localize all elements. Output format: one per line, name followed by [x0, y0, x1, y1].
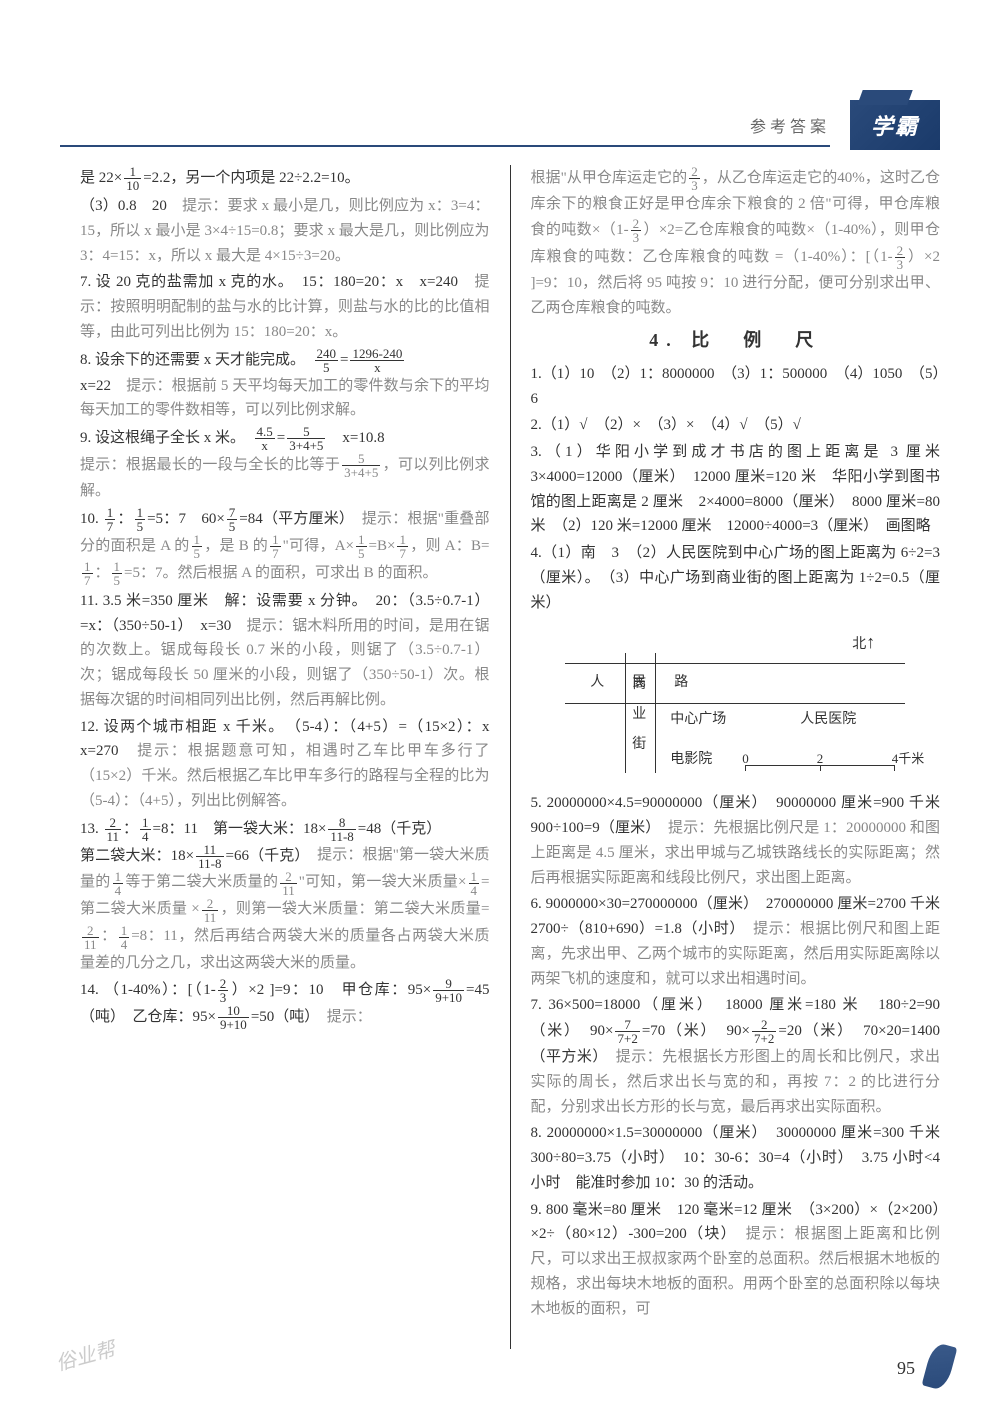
s4-q3: 3.（1）华阳小学到成才书店的图上距离是 3 厘米 3×4000=12000（厘…: [531, 440, 941, 539]
s4-q1: 1.（1）10 （2）1：8000000 （3）1：500000 （4）1050…: [531, 362, 941, 412]
q14-continuation: 根据"从甲仓库运走它的23，从乙仓库运走它的40%，这时乙仓库余下的粮食正好是甲…: [531, 165, 941, 320]
page-header: 参考答案 学霸: [750, 100, 940, 150]
s4-q9: 9. 800 毫米=80 厘米 120 毫米=12 厘米 （3×200）×（2×…: [531, 1198, 941, 1322]
q6-3: （3）0.8 20 提示：要求 x 最小是几，则比例应为 x：3=4：15，所以…: [80, 194, 490, 268]
left-column: 是 22×110=2.2，另一个内项是 22÷2.2=10。 （3）0.8 20…: [80, 165, 490, 1349]
logo-text: 学霸: [871, 109, 919, 141]
map-label-shang: 商: [632, 673, 646, 696]
s4-q2: 2.（1）√ （2）× （3）× （4）√ （5）√: [531, 413, 941, 438]
map-label-jie: 街: [632, 733, 646, 756]
header-title: 参考答案: [750, 113, 830, 137]
s4-q4: 4.（1）南 3 （2）人民医院到中心广场的图上距离为 6÷2=3（厘米）。 （…: [531, 541, 941, 615]
q6-continuation: 是 22×110=2.2，另一个内项是 22÷2.2=10。: [80, 165, 490, 192]
north-indicator: 北: [852, 628, 875, 658]
header-divider: [60, 145, 830, 147]
s4-q6: 6. 9000000×30=270000000（厘米） 270000000 厘米…: [531, 892, 941, 991]
map-label-hospital: 人民医院: [800, 708, 856, 731]
page-number: 95: [897, 1358, 915, 1379]
scale-bar: 0 24千米: [745, 751, 895, 771]
s4-q7: 7. 36×500=18000（厘米） 18000 厘米=180 米 180÷2…: [531, 993, 941, 1119]
section-4-title: 4. 比 例 尺: [531, 326, 941, 356]
feather-icon: [922, 1342, 958, 1392]
content-area: 是 22×110=2.2，另一个内项是 22÷2.2=10。 （3）0.8 20…: [80, 165, 940, 1349]
q13: 13. 211：14=8：11 第一袋大米：18×811-8=48（千克） 第二…: [80, 816, 490, 976]
q8: 8. 设余下的还需要 x 天才能完成。 2405=1296-240x x=22 …: [80, 347, 490, 424]
s4-q8: 8. 20000000×1.5=30000000（厘米） 30000000 厘米…: [531, 1121, 941, 1195]
watermark: 俗业帮: [52, 1333, 117, 1377]
q10: 10. 17：15=5：7 60×75=84（平方厘米） 提示：根据"重叠部分的…: [80, 506, 490, 587]
map-label-ye: 业: [632, 703, 646, 726]
q14: 14. （1-40%）：[（1-23）×2 ]=9：10 甲仓库：95×99+1…: [80, 977, 490, 1031]
map-diagram: 北 人 民 路 商 业 街 中心广场 人民医院 电影院 0 24千米: [565, 623, 905, 783]
q9: 9. 设这根绳子全长 x 米。 4.5x=53+4+5 x=10.8 提示：根据…: [80, 425, 490, 504]
q12: 12. 设两个城市相距 x 千米。 （5-4）：（4+5）=（15×2）：x x…: [80, 715, 490, 814]
q11: 11. 3.5 米=350 厘米 解：设需要 x 分钟。 20：（3.5÷0.7…: [80, 589, 490, 713]
map-label-cinema: 电影院: [670, 748, 712, 771]
q7: 7. 设 20 克的盐需加 x 克的水。 15：180=20：x x=240 提…: [80, 270, 490, 344]
logo-badge: 学霸: [850, 100, 940, 150]
map-label-center: 中心广场: [670, 708, 726, 731]
right-column: 根据"从甲仓库运走它的23，从乙仓库运走它的40%，这时乙仓库余下的粮食正好是甲…: [531, 165, 941, 1349]
column-divider: [510, 165, 511, 1349]
s4-q5: 5. 20000000×4.5=90000000（厘米） 90000000 厘米…: [531, 791, 941, 890]
